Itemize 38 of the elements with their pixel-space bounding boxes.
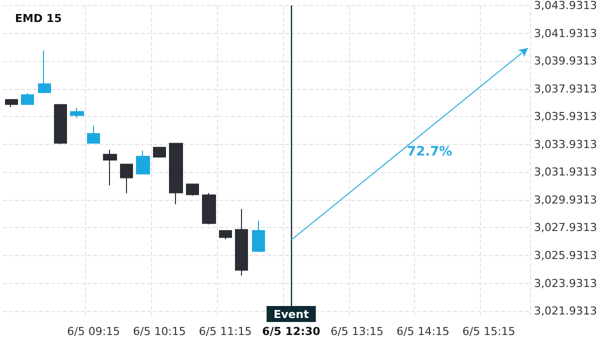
candlestick	[54, 104, 67, 145]
candlestick	[252, 220, 265, 253]
y-tick-label: 3,035.9313	[534, 110, 598, 124]
y-tick-label: 3,029.9313	[534, 193, 598, 206]
annotation: 72.7%	[407, 144, 452, 160]
candlestick	[21, 92, 34, 106]
candlestick	[103, 149, 117, 186]
candlestick	[169, 142, 183, 205]
candlestick	[38, 50, 51, 94]
x-tick-label: 6/5 09:15	[67, 325, 120, 338]
x-tick-label: 6/5 15:15	[462, 325, 516, 338]
y-tick-label: 3,041.9313	[534, 26, 598, 40]
candlestick	[136, 150, 150, 175]
x-tick-label: 6/5 14:15	[396, 325, 450, 338]
y-tick-label: 3,025.9313	[534, 249, 598, 262]
y-tick-label: 3,033.9313	[534, 138, 598, 151]
candlestick	[87, 125, 100, 144]
y-tick-label: 3,031.9313	[534, 166, 598, 179]
x-tick-label: 6/5 12:30	[262, 325, 321, 338]
text: EMD 15	[15, 12, 62, 25]
x-tick-label: 6/5 10:15	[133, 325, 186, 338]
candlestick	[202, 192, 216, 225]
ref-line-label: Event	[274, 308, 309, 321]
y-tick-label: 3,043.9313	[534, 0, 598, 12]
candlestick	[235, 208, 248, 276]
candlestick	[120, 164, 133, 194]
y-tick-label: 3,037.9313	[534, 82, 598, 96]
x-tick-label: 6/5 13:15	[330, 325, 384, 338]
x-tick-label: 6/5 11:15	[198, 325, 252, 338]
y-tick-label: 3,021.9313	[534, 304, 598, 318]
candlestick	[5, 99, 18, 108]
candlestick	[219, 230, 232, 240]
candlestick	[186, 184, 199, 196]
candlestick	[153, 146, 166, 158]
y-tick-label: 3,039.9313	[534, 54, 598, 68]
candlestick	[70, 107, 84, 118]
y-tick-label: 3,023.9313	[534, 276, 598, 290]
y-tick-label: 3,027.9313	[534, 221, 598, 234]
